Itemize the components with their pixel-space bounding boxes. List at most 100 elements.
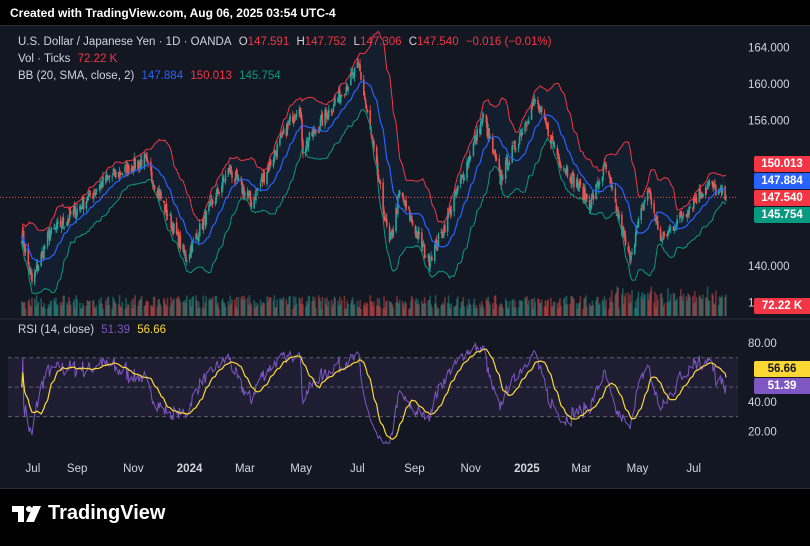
candle-body <box>55 228 57 229</box>
volume-bar <box>334 298 337 316</box>
volume-bar <box>365 302 368 316</box>
volume-bar <box>177 295 180 316</box>
volume-bar <box>474 308 477 316</box>
high-label: H <box>296 36 305 48</box>
volume-bar <box>719 297 722 316</box>
volume-bar <box>404 301 407 316</box>
candle-body <box>408 206 410 210</box>
volume-bar <box>44 307 46 316</box>
volume-bar <box>301 296 303 316</box>
candle-body <box>248 193 251 196</box>
candle-body <box>359 64 361 72</box>
candle-body <box>162 200 165 203</box>
volume-bar <box>518 300 521 316</box>
candle-body <box>585 194 587 202</box>
volume-bar <box>553 302 556 316</box>
volume-bar <box>56 304 58 316</box>
candle-body <box>314 130 316 133</box>
chart-panel[interactable]: 164.000160.000156.000140.000136.00080.00… <box>0 25 810 489</box>
volume-bar <box>272 300 275 316</box>
volume-bar <box>299 299 301 316</box>
candle-body <box>243 187 245 197</box>
candle-body <box>402 196 405 202</box>
candle-body <box>562 168 565 170</box>
volume-bar <box>556 303 559 316</box>
volume-bar <box>233 299 236 316</box>
candle-body <box>693 198 696 202</box>
volume-bar <box>434 295 437 316</box>
volume-bar <box>295 303 298 316</box>
volume-bar <box>253 300 255 316</box>
tradingview-logo: TradingView <box>12 502 165 525</box>
candle-body <box>273 151 276 161</box>
volume-bar <box>204 302 207 316</box>
volume-bar <box>160 305 162 316</box>
volume-bar <box>144 305 147 316</box>
volume-bar <box>614 294 617 316</box>
candle-body <box>506 157 509 170</box>
candle-body <box>107 176 110 178</box>
candle-body <box>351 72 353 74</box>
candle-body <box>539 106 542 110</box>
volume-bar <box>564 304 567 316</box>
volume-bar <box>307 295 310 316</box>
candle-body <box>415 230 418 235</box>
volume-bar <box>424 302 427 316</box>
volume-bar <box>721 295 724 316</box>
candle-body <box>176 231 179 236</box>
volume-bar <box>356 300 359 316</box>
candle-body <box>642 206 644 211</box>
candle-body <box>344 94 347 95</box>
volume-bar <box>79 302 81 316</box>
volume-bar <box>492 302 494 316</box>
volume-bar <box>624 293 627 316</box>
volume-bar <box>347 304 349 316</box>
volume-bar <box>217 302 219 316</box>
candle-body <box>579 180 582 185</box>
volume-bar <box>397 302 399 316</box>
volume-bar <box>237 297 240 316</box>
high-value: 147.752 <box>304 36 347 48</box>
volume-bar <box>131 307 134 316</box>
volume-bar <box>653 302 655 316</box>
volume-bar <box>31 297 33 316</box>
candle-body <box>392 230 395 237</box>
candle-body <box>416 232 419 239</box>
volume-bar <box>40 298 42 316</box>
volume-bar <box>105 305 108 316</box>
volume-bar <box>430 303 432 316</box>
volume-bar <box>636 297 639 316</box>
candle-body <box>250 201 253 207</box>
candle-body <box>92 193 95 199</box>
candle-body <box>92 196 94 198</box>
volume-bar <box>473 298 476 316</box>
volume-bar <box>255 302 257 316</box>
volume-bar <box>479 303 481 316</box>
candle-body <box>357 61 360 64</box>
volume-bar <box>269 297 272 316</box>
candle-body <box>133 157 136 172</box>
price-chart[interactable]: 164.000160.000156.000140.000136.00080.00… <box>0 26 810 488</box>
candle-body <box>130 167 133 174</box>
candle-body <box>40 253 42 267</box>
volume-bar <box>373 301 375 316</box>
volume-bar <box>411 298 414 316</box>
candle-body <box>332 107 335 112</box>
volume-bar <box>47 304 50 316</box>
candle-body <box>675 224 678 228</box>
volume-bar <box>649 290 652 316</box>
candle-body <box>254 197 256 200</box>
candle-body <box>230 166 232 174</box>
candle-body <box>443 226 445 236</box>
volume-bar <box>376 298 379 316</box>
candle-body <box>241 181 243 194</box>
candle-body <box>551 136 553 144</box>
candle-body <box>47 231 50 233</box>
candle-body <box>544 117 547 122</box>
candle-body <box>526 125 528 127</box>
volume-bar <box>249 302 252 316</box>
volume-bar <box>231 299 233 316</box>
candle-body <box>653 202 655 213</box>
candle-body <box>430 256 432 261</box>
volume-bar <box>188 299 191 316</box>
